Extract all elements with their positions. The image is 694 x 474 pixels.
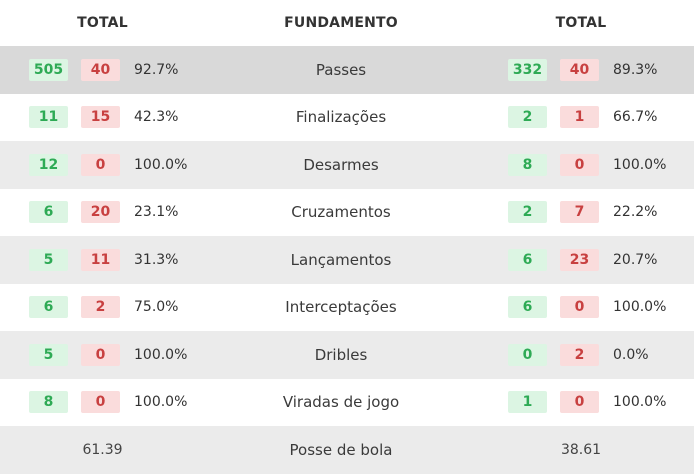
left-fail-badge: 0 (81, 153, 120, 176)
right-success-badge: 6 (508, 296, 547, 319)
left-stats: 6 2 75.0% (29, 296, 186, 319)
right-stats: 2 1 66.7% (508, 106, 665, 129)
right-percentage: 66.7% (613, 109, 658, 126)
left-fail-badge: 20 (81, 201, 120, 224)
possession-label: Posse de bola (289, 440, 393, 459)
stat-name: Interceptações (285, 298, 397, 317)
header-left-total: TOTAL (77, 15, 128, 31)
left-percentage: 100.0% (134, 156, 188, 173)
right-success-badge: 8 (508, 153, 547, 176)
right-percentage: 100.0% (613, 156, 667, 173)
right-fail-badge: 0 (560, 153, 599, 176)
table-row: 6 20 23.1% Cruzamentos 2 7 22.2% (0, 188, 694, 236)
stat-name: Viradas de jogo (282, 393, 400, 412)
right-stats: 6 23 20.7% (508, 248, 665, 271)
right-stats: 8 0 100.0% (508, 153, 667, 176)
left-percentage: 100.0% (134, 346, 188, 363)
left-success-badge: 8 (29, 391, 68, 414)
left-stats: 8 0 100.0% (29, 391, 188, 414)
table-row: 6 2 75.0% Interceptações 6 0 100.0% (0, 283, 694, 331)
left-percentage: 92.7% (134, 61, 179, 78)
left-possession-value: 61.39 (82, 441, 123, 458)
left-percentage: 23.1% (134, 204, 179, 221)
right-fail-badge: 7 (560, 201, 599, 224)
right-fail-badge: 2 (560, 343, 599, 366)
left-stats: 12 0 100.0% (29, 153, 188, 176)
right-success-badge: 332 (508, 58, 547, 81)
left-success-badge: 6 (29, 296, 68, 319)
right-fail-badge: 0 (560, 391, 599, 414)
left-percentage: 100.0% (134, 394, 188, 411)
right-success-badge: 2 (508, 201, 547, 224)
left-percentage: 42.3% (134, 109, 179, 126)
table-row: 8 0 100.0% Viradas de jogo 1 0 100.0% (0, 378, 694, 426)
left-success-badge: 5 (29, 343, 68, 366)
right-stats: 332 40 89.3% (508, 58, 665, 81)
right-stats: 2 7 22.2% (508, 201, 665, 224)
table-row: 12 0 100.0% Desarmes 8 0 100.0% (0, 141, 694, 189)
table-row: 5 11 31.3% Lançamentos 6 23 20.7% (0, 236, 694, 284)
table-row: 505 40 92.7% Passes 332 40 89.3% (0, 46, 694, 94)
table-row: 5 0 100.0% Dribles 0 2 0.0% (0, 331, 694, 379)
left-stats: 505 40 92.7% (29, 58, 186, 81)
right-percentage: 100.0% (613, 394, 667, 411)
header-fundamento: FUNDAMENTO (284, 15, 398, 31)
left-fail-badge: 2 (81, 296, 120, 319)
right-percentage: 89.3% (613, 61, 658, 78)
left-fail-badge: 40 (81, 58, 120, 81)
right-success-badge: 2 (508, 106, 547, 129)
stat-name: Passes (315, 60, 367, 79)
stat-name: Dribles (314, 345, 368, 364)
right-possession-value: 38.61 (560, 441, 602, 458)
right-percentage: 0.0% (613, 346, 649, 363)
left-success-badge: 11 (29, 106, 68, 129)
stat-name: Finalizações (295, 108, 387, 127)
left-percentage: 75.0% (134, 299, 179, 316)
stat-name: Cruzamentos (291, 203, 391, 222)
table-row: 11 15 42.3% Finalizações 2 1 66.7% (0, 93, 694, 141)
left-success-badge: 5 (29, 248, 68, 271)
right-stats: 1 0 100.0% (508, 391, 667, 414)
left-stats: 5 0 100.0% (29, 343, 188, 366)
left-percentage: 31.3% (134, 251, 179, 268)
right-percentage: 100.0% (613, 299, 667, 316)
right-success-badge: 1 (508, 391, 547, 414)
left-success-badge: 12 (29, 153, 68, 176)
left-fail-badge: 15 (81, 106, 120, 129)
left-stats: 11 15 42.3% (29, 106, 186, 129)
header-right-total: TOTAL (555, 15, 607, 31)
stat-name: Desarmes (303, 155, 379, 174)
right-success-badge: 0 (508, 343, 547, 366)
right-stats: 0 2 0.0% (508, 343, 665, 366)
right-fail-badge: 23 (560, 248, 599, 271)
stat-name: Lançamentos (290, 250, 392, 269)
left-fail-badge: 0 (81, 391, 120, 414)
right-fail-badge: 1 (560, 106, 599, 129)
right-percentage: 22.2% (613, 204, 658, 221)
table-header: TOTAL FUNDAMENTO TOTAL (0, 0, 694, 46)
left-stats: 6 20 23.1% (29, 201, 186, 224)
left-stats: 5 11 31.3% (29, 248, 186, 271)
left-fail-badge: 11 (81, 248, 120, 271)
right-stats: 6 0 100.0% (508, 296, 667, 319)
right-fail-badge: 40 (560, 58, 599, 81)
right-fail-badge: 0 (560, 296, 599, 319)
right-percentage: 20.7% (613, 251, 658, 268)
left-fail-badge: 0 (81, 343, 120, 366)
left-success-badge: 6 (29, 201, 68, 224)
left-success-badge: 505 (29, 58, 68, 81)
possession-row: 61.39 Posse de bola 38.61 (0, 426, 694, 474)
right-success-badge: 6 (508, 248, 547, 271)
